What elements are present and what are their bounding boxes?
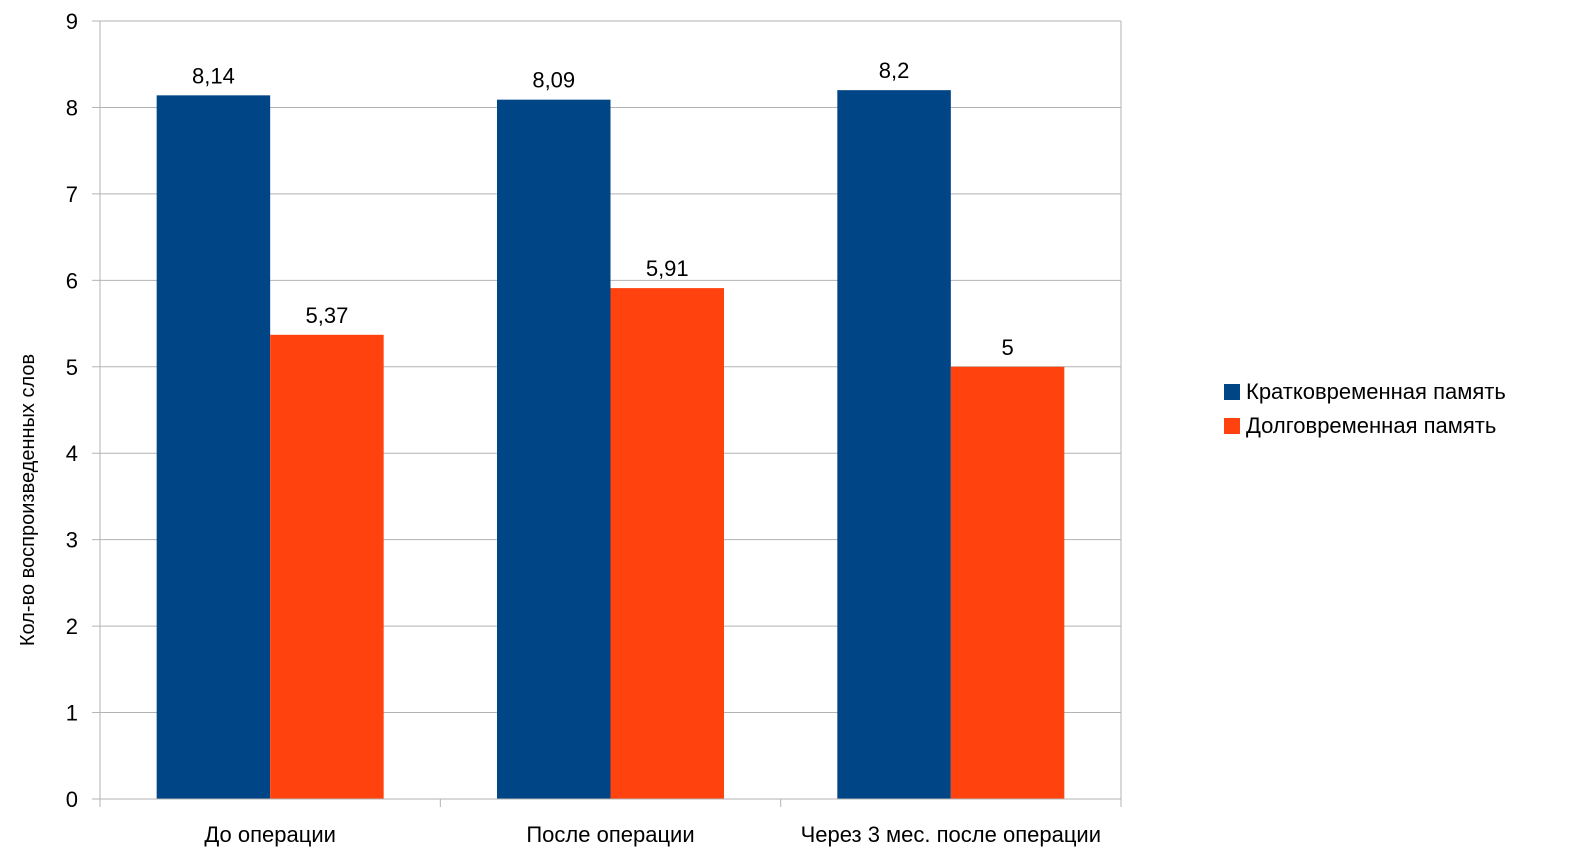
data-label: 5,91 [646, 256, 689, 281]
legend-label-long-term: Долговременная память [1246, 413, 1497, 438]
y-tick-label: 7 [66, 182, 78, 207]
y-tick-labels: 0 1 2 3 4 5 6 7 8 9 [66, 9, 78, 812]
x-tick-label: После операции [526, 822, 694, 847]
bar-long-term [950, 366, 1065, 799]
x-tick-labels: До операции После операции Через 3 мес. по… [204, 822, 1101, 847]
data-label: 5,37 [306, 303, 349, 328]
bar-short-term [156, 95, 271, 799]
data-label: 8,14 [192, 63, 235, 88]
legend-label-short-term: Кратковременная память [1246, 379, 1506, 404]
y-tick-label: 3 [66, 528, 78, 553]
y-tick-label: 1 [66, 701, 78, 726]
y-tick-label: 4 [66, 441, 78, 466]
y-tick-label: 5 [66, 355, 78, 380]
bars [156, 90, 1065, 800]
y-tick-label: 2 [66, 614, 78, 639]
y-tick-label: 9 [66, 9, 78, 34]
bar-short-term [837, 90, 951, 799]
data-label: 8,2 [879, 58, 910, 83]
x-tick-label: Через 3 мес. после операции [801, 822, 1101, 847]
y-tick-label: 6 [66, 268, 78, 293]
legend-item-short-term: Кратковременная память [1224, 375, 1506, 409]
legend: Кратковременная память Долговременная па… [1224, 375, 1506, 443]
legend-swatch-short-term [1224, 384, 1240, 400]
y-axis-title: Кол-во воспроизведенных слов [17, 354, 39, 646]
x-tick-label: До операции [204, 822, 336, 847]
y-tick-label: 8 [66, 95, 78, 120]
data-labels: 8,14 5,37 8,09 5,91 8,2 5 [192, 58, 1014, 360]
data-label: 5 [1001, 335, 1013, 360]
axes [92, 20, 1122, 807]
data-label: 8,09 [532, 68, 575, 93]
bar-short-term [497, 99, 611, 800]
y-tick-label: 0 [66, 787, 78, 812]
bar-long-term [270, 334, 384, 799]
legend-swatch-long-term [1224, 418, 1240, 434]
bar-long-term [610, 288, 724, 799]
legend-item-long-term: Долговременная память [1224, 409, 1506, 443]
